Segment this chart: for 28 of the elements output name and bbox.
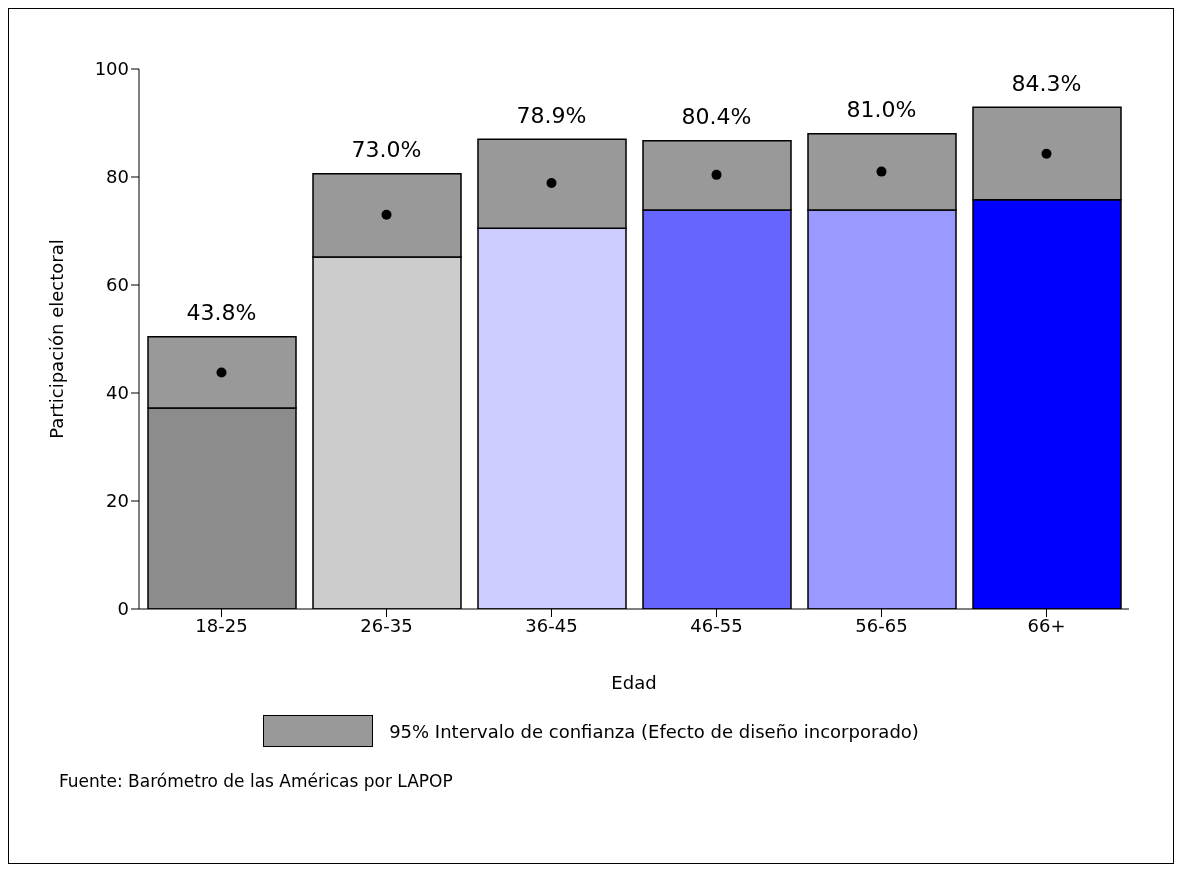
data-label: 78.9%	[516, 102, 587, 128]
point	[216, 367, 227, 378]
y-tick-label: 20	[106, 490, 129, 512]
y-tick-label: 0	[117, 598, 129, 620]
y-tick-label: 60	[106, 274, 129, 296]
point	[381, 209, 392, 220]
point	[1041, 148, 1052, 159]
x-tick-label: 36-45	[525, 614, 578, 636]
y-axis-title: Participación electoral	[46, 239, 68, 439]
x-tick-label: 56-65	[855, 614, 908, 636]
data-label: 81.0%	[846, 97, 917, 123]
data-label: 80.4%	[681, 104, 752, 130]
point	[876, 166, 887, 177]
x-axis-title: Edad	[611, 672, 657, 693]
data-label: 84.3%	[1011, 70, 1082, 96]
x-tick-label: 46-55	[690, 614, 743, 636]
x-tick-label: 66+	[1027, 614, 1066, 636]
point	[546, 177, 557, 188]
text: 95% Intervalo de confianza (Efecto de diseño incorporado)	[389, 720, 919, 742]
x-tick-label: 26-35	[360, 614, 413, 636]
y-tick-label: 40	[106, 382, 129, 404]
x-tick-label: 18-25	[195, 614, 248, 636]
y-tick-label: 80	[106, 166, 129, 188]
y-tick-label: 100	[94, 58, 129, 80]
data-label: 43.8%	[186, 300, 257, 326]
data-label: 73.0%	[351, 137, 422, 163]
point	[711, 169, 722, 180]
source-note: Fuente: Barómetro de las Américas por LAPOP	[59, 771, 454, 791]
